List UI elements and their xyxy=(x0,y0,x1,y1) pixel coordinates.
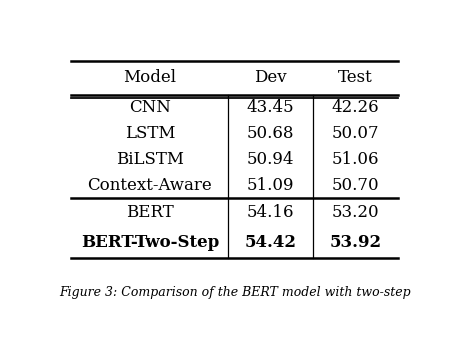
Text: Figure 3: Comparison of the BERT model with two-step: Figure 3: Comparison of the BERT model w… xyxy=(59,286,410,299)
Text: BERT: BERT xyxy=(126,204,174,222)
Text: 42.26: 42.26 xyxy=(332,99,379,116)
Text: CNN: CNN xyxy=(129,99,171,116)
Text: 51.06: 51.06 xyxy=(332,151,379,168)
Text: 53.20: 53.20 xyxy=(332,204,379,222)
Text: 50.68: 50.68 xyxy=(247,125,294,142)
Text: 54.42: 54.42 xyxy=(245,234,297,251)
Text: 50.70: 50.70 xyxy=(332,177,379,194)
Text: Dev: Dev xyxy=(254,69,287,86)
Text: 54.16: 54.16 xyxy=(247,204,294,222)
Text: 53.92: 53.92 xyxy=(329,234,382,251)
Text: LSTM: LSTM xyxy=(125,125,175,142)
Text: 50.94: 50.94 xyxy=(247,151,294,168)
Text: 50.07: 50.07 xyxy=(332,125,379,142)
Text: Context-Aware: Context-Aware xyxy=(87,177,212,194)
Text: 43.45: 43.45 xyxy=(247,99,294,116)
Text: Model: Model xyxy=(123,69,176,86)
Text: BiLSTM: BiLSTM xyxy=(116,151,184,168)
Text: BERT-Two-Step: BERT-Two-Step xyxy=(81,234,219,251)
Text: 51.09: 51.09 xyxy=(247,177,294,194)
Text: Test: Test xyxy=(338,69,373,86)
